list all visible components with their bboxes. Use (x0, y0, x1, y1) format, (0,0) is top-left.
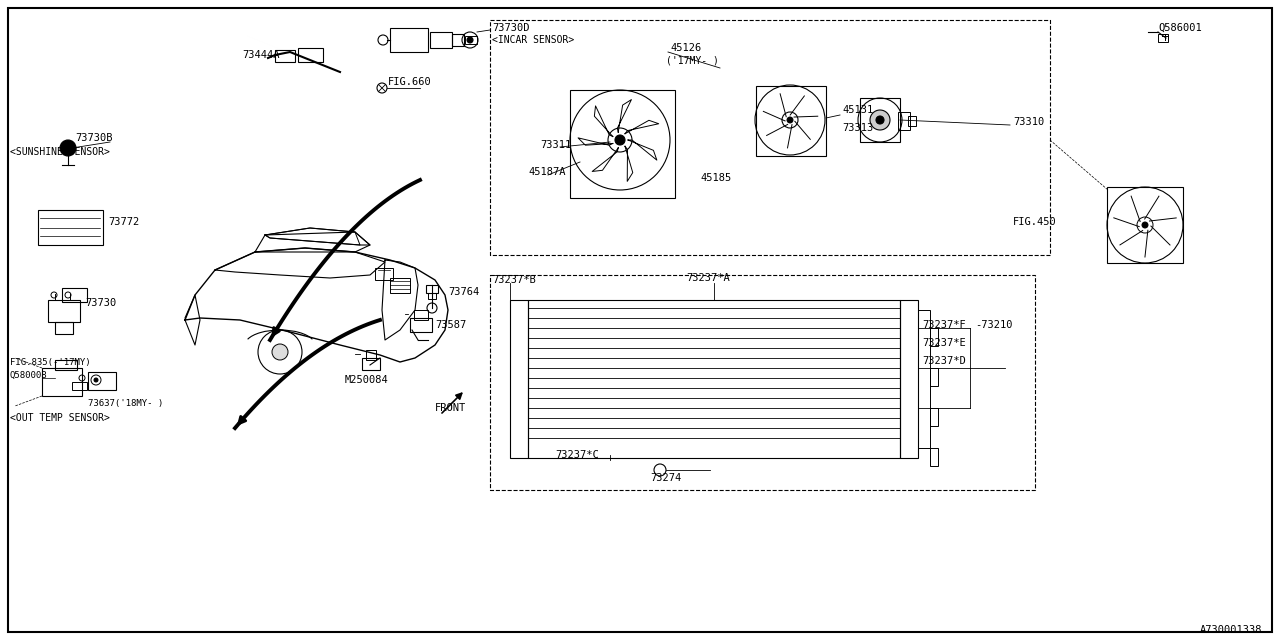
Circle shape (467, 37, 474, 43)
Text: 73587: 73587 (435, 320, 466, 330)
Text: FRONT: FRONT (434, 403, 466, 413)
Text: 73313: 73313 (842, 123, 873, 133)
Text: Q580008: Q580008 (10, 371, 47, 380)
Bar (72, 382, 87, 390)
Bar (55, 360, 77, 370)
Text: 73730D: 73730D (492, 23, 530, 33)
Text: <OUT TEMP SENSOR>: <OUT TEMP SENSOR> (10, 413, 110, 423)
Bar (362, 358, 380, 370)
Bar (931, 448, 938, 466)
Bar (413, 310, 428, 320)
Bar (298, 48, 323, 62)
Bar (918, 310, 931, 448)
Text: 73237*A: 73237*A (686, 273, 730, 283)
Circle shape (1142, 222, 1148, 228)
Bar (49, 300, 79, 322)
Text: FIG.835(-'17MY): FIG.835(-'17MY) (10, 358, 91, 367)
Circle shape (870, 110, 890, 130)
Bar (490, 275, 1036, 490)
Bar (375, 268, 393, 280)
Text: 45131: 45131 (842, 105, 873, 115)
Circle shape (787, 117, 794, 123)
Text: 73444A: 73444A (242, 50, 279, 60)
Text: 73310: 73310 (1012, 117, 1044, 127)
Text: 45126: 45126 (669, 43, 701, 53)
Bar (42, 368, 82, 396)
Bar (931, 368, 938, 386)
Text: Q586001: Q586001 (1158, 23, 1202, 33)
Bar (570, 90, 675, 198)
Bar (390, 28, 428, 52)
Bar (1107, 187, 1183, 263)
Circle shape (60, 140, 76, 156)
Text: 73764: 73764 (448, 287, 479, 297)
Text: 45187A: 45187A (529, 167, 566, 177)
Text: 73637('18MY- ): 73637('18MY- ) (88, 399, 164, 408)
Bar (931, 408, 938, 426)
Text: 73237*B: 73237*B (492, 275, 536, 285)
Text: 73237*E: 73237*E (922, 338, 965, 348)
Bar (61, 288, 87, 302)
Text: 73237*F: 73237*F (922, 320, 965, 330)
Bar (452, 34, 465, 46)
Bar (899, 112, 910, 130)
Text: A730001338: A730001338 (1199, 625, 1262, 635)
Text: 45185: 45185 (700, 173, 731, 183)
Bar (428, 293, 436, 299)
Text: -73210: -73210 (975, 320, 1012, 330)
Text: FIG.450: FIG.450 (1012, 217, 1057, 227)
Bar (390, 278, 410, 293)
Bar (756, 86, 826, 156)
Bar (900, 300, 918, 458)
Bar (55, 322, 73, 334)
Text: 73274: 73274 (650, 473, 681, 483)
Circle shape (273, 344, 288, 360)
Text: 73730: 73730 (84, 298, 116, 308)
Text: M250084: M250084 (346, 375, 389, 385)
Bar (931, 328, 938, 346)
Text: <SUNSHINE SENSOR>: <SUNSHINE SENSOR> (10, 147, 110, 157)
Text: 73237*C: 73237*C (556, 450, 599, 460)
Bar (1158, 34, 1169, 42)
Bar (275, 50, 294, 62)
Circle shape (93, 378, 99, 382)
Bar (490, 20, 1050, 255)
Bar (366, 350, 376, 360)
Bar (509, 300, 529, 458)
Bar (38, 210, 102, 245)
Bar (88, 372, 116, 390)
Bar (860, 98, 900, 142)
Bar (430, 32, 452, 48)
Bar (410, 318, 433, 332)
Text: <INCAR SENSOR>: <INCAR SENSOR> (492, 35, 575, 45)
Bar (426, 285, 438, 293)
Text: 73237*D: 73237*D (922, 356, 965, 366)
Text: ('17MY- ): ('17MY- ) (666, 55, 719, 65)
Bar (465, 36, 477, 44)
Circle shape (614, 135, 625, 145)
Text: FIG.660: FIG.660 (388, 77, 431, 87)
Circle shape (876, 116, 884, 124)
Text: 73730B: 73730B (76, 133, 113, 143)
Text: 73772: 73772 (108, 217, 140, 227)
Text: 73311: 73311 (540, 140, 571, 150)
Bar (908, 116, 916, 126)
Bar (529, 300, 900, 458)
